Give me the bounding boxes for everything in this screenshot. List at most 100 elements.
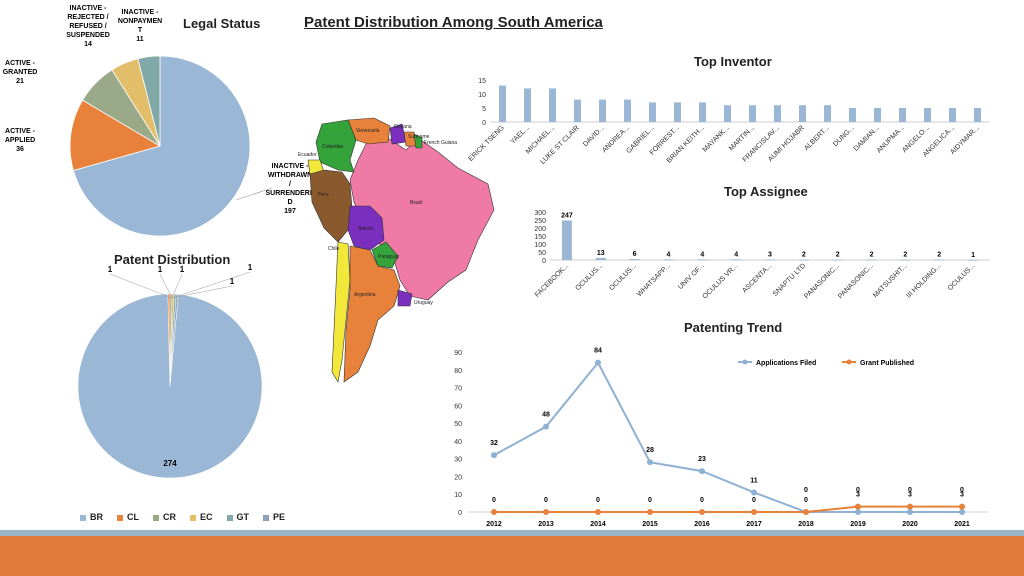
trend-data-label-1: 0 [544, 497, 548, 504]
trend-data-label-0: 84 [594, 348, 602, 355]
trend-point-1 [855, 504, 861, 510]
trend-point-1 [543, 509, 549, 515]
top-inventor-chart: 051015ERICK TSENGYAEL...MICHAEL...LUKE S… [460, 70, 1000, 180]
trend-xtick: 2012 [486, 521, 502, 528]
trend-data-label-0: 0 [804, 487, 808, 494]
top-assignee-chart: 050100150200250300247FACEBOOK...13OCULUS… [520, 200, 1000, 318]
inventor-bar [799, 105, 806, 122]
inventor-bar [924, 108, 931, 122]
legal-slice-label-1: ACTIVE -APPLIED36 [5, 128, 36, 153]
top-inventor-title: Top Inventor [694, 54, 772, 69]
trend-data-label-1: 0 [804, 497, 808, 504]
inventor-category-label: ERICK TSENG [467, 124, 505, 162]
dist-slice-label-cr: 1 [158, 265, 163, 274]
assignee-category-label: WHATSAPP... [636, 262, 672, 298]
legend-swatch [190, 515, 196, 521]
trend-data-label-1: 0 [596, 497, 600, 504]
assignee-category-label: MATSUSHIT... [872, 262, 909, 299]
assignee-ytick: 50 [538, 250, 546, 257]
map-region-peru [310, 170, 352, 242]
map-label-argentina: Argentina [354, 292, 376, 298]
legend-label: EC [200, 512, 213, 522]
inventor-bar [974, 108, 981, 122]
inventor-category-label: ALBERT... [803, 124, 831, 152]
legend-swatch [80, 515, 86, 521]
assignee-category-label: PANASONIC... [803, 262, 841, 300]
trend-data-label-1: 3 [908, 492, 912, 499]
assignee-data-label: 4 [700, 251, 704, 258]
map-label-paraguay: Paraguay [378, 254, 400, 260]
assignee-category-label: OCULUS... [608, 262, 638, 292]
map-label-bolivia: Bolivia [358, 226, 373, 232]
trend-point-1 [595, 509, 601, 515]
trend-point-1 [699, 509, 705, 515]
legend-label: BR [90, 512, 103, 522]
trend-point-1 [907, 504, 913, 510]
legal-status-pie: INACTIVE -WITHDRAWN/SURRENDERED197ACTIVE… [0, 0, 330, 250]
assignee-ytick: 0 [542, 258, 546, 265]
assignee-data-label: 3 [768, 252, 772, 259]
legal-slice-label-4: INACTIVE -NONPAYMENT11 [118, 9, 162, 43]
trend-legend-label-0: Applications Filed [756, 360, 816, 367]
trend-legend-label-1: Grant Published [860, 360, 914, 367]
assignee-data-label: 4 [734, 251, 738, 258]
assignee-category-label: OCULUS... [574, 262, 604, 292]
assignee-category-label: III HOLDING... [906, 262, 943, 299]
assignee-bar [562, 220, 572, 260]
inventor-ytick: 10 [478, 92, 486, 99]
trend-ytick: 60 [454, 403, 462, 410]
inventor-bar [749, 105, 756, 122]
page-title: Patent Distribution Among South America [304, 14, 603, 31]
trend-ytick: 90 [454, 350, 462, 357]
inventor-bar [524, 88, 531, 122]
inventor-bar [574, 100, 581, 122]
trend-data-label-0: 28 [646, 447, 654, 454]
assignee-bar [765, 260, 775, 261]
trend-xtick: 2019 [850, 521, 866, 528]
map-label-french-guiana: French Guiana [424, 140, 457, 146]
inventor-bar [599, 100, 606, 122]
dist-leader-gt [172, 272, 250, 298]
inventor-bar [674, 102, 681, 122]
legend-swatch [227, 515, 233, 521]
trend-legend-marker-0 [743, 360, 748, 365]
map-label-guyana: Guyana [394, 124, 412, 130]
inventor-ytick: 0 [482, 120, 486, 127]
assignee-category-label: ASCENTA... [741, 262, 773, 294]
assignee-category-label: SNAPTU LTD [772, 262, 807, 297]
dist-slice-label-ec: 1 [180, 265, 185, 274]
trend-ytick: 0 [458, 510, 462, 517]
trend-xtick: 2015 [642, 521, 658, 528]
dist-leader-cl [110, 274, 172, 298]
assignee-category-label: OCULUS... [947, 262, 977, 292]
legal-slice-label-2: ACTIVE -GRANTED21 [3, 60, 38, 85]
assignee-data-label: 13 [597, 250, 605, 257]
assignee-bar [934, 260, 944, 261]
trend-data-label-1: 3 [960, 492, 964, 499]
trend-ytick: 40 [454, 439, 462, 446]
assignee-data-label: 4 [667, 251, 671, 258]
assignee-data-label: 2 [937, 252, 941, 259]
patenting-trend-chart: 0102030405060708090201220132014201520162… [440, 338, 1000, 530]
trend-data-label-0: 32 [490, 440, 498, 447]
trend-point-0 [595, 360, 601, 366]
map-label-chile: Chile [328, 246, 340, 252]
map-label-venezuela: Venezuela [356, 128, 380, 134]
dist-slice-label-cl: 1 [108, 265, 113, 274]
inventor-bar [649, 102, 656, 122]
legend-item-gt: GT [227, 512, 250, 522]
patent-distribution-legend: BRCLCRECGTPE [80, 512, 285, 522]
assignee-data-label: 1 [971, 252, 975, 259]
trend-data-label-0: 23 [698, 456, 706, 463]
trend-ytick: 50 [454, 421, 462, 428]
trend-point-1 [751, 509, 757, 515]
assignee-category-label: OCULUS VR... [702, 262, 740, 300]
trend-data-label-1: 3 [856, 492, 860, 499]
top-assignee-title: Top Assignee [724, 184, 808, 199]
legend-label: GT [237, 512, 250, 522]
assignee-ytick: 300 [534, 210, 546, 217]
footer-bar [0, 536, 1024, 576]
assignee-data-label: 2 [802, 252, 806, 259]
trend-point-0 [647, 459, 653, 465]
trend-xtick: 2013 [538, 521, 554, 528]
